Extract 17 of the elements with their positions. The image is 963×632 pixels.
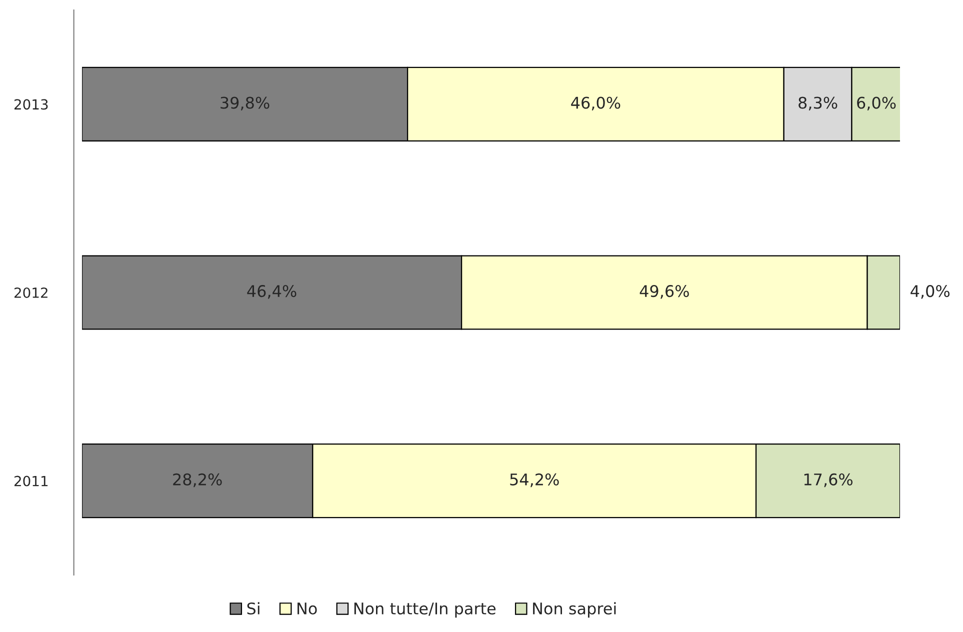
data-label: 4,0% xyxy=(910,285,950,299)
data-label: 46,4% xyxy=(247,285,296,299)
data-label: 54,2% xyxy=(510,473,559,488)
data-label: 28,2% xyxy=(173,473,222,488)
data-label: 46,0% xyxy=(571,96,620,110)
y-tick-label: 2012 xyxy=(14,287,48,298)
legend-label: No xyxy=(298,602,317,615)
legend-label: Non saprei xyxy=(533,602,616,618)
data-label: 6,0% xyxy=(857,96,896,110)
data-label: 39,8% xyxy=(220,96,270,110)
data-label: 8,3% xyxy=(798,96,838,110)
legend-label: Si xyxy=(247,602,260,615)
data-label: 17,6% xyxy=(804,473,853,488)
y-tick-label: 2013 xyxy=(14,99,48,110)
data-label: 49,6% xyxy=(640,285,689,299)
legend-label: Non tutte/In parte xyxy=(354,602,496,618)
y-tick-label: 2011 xyxy=(14,476,48,486)
